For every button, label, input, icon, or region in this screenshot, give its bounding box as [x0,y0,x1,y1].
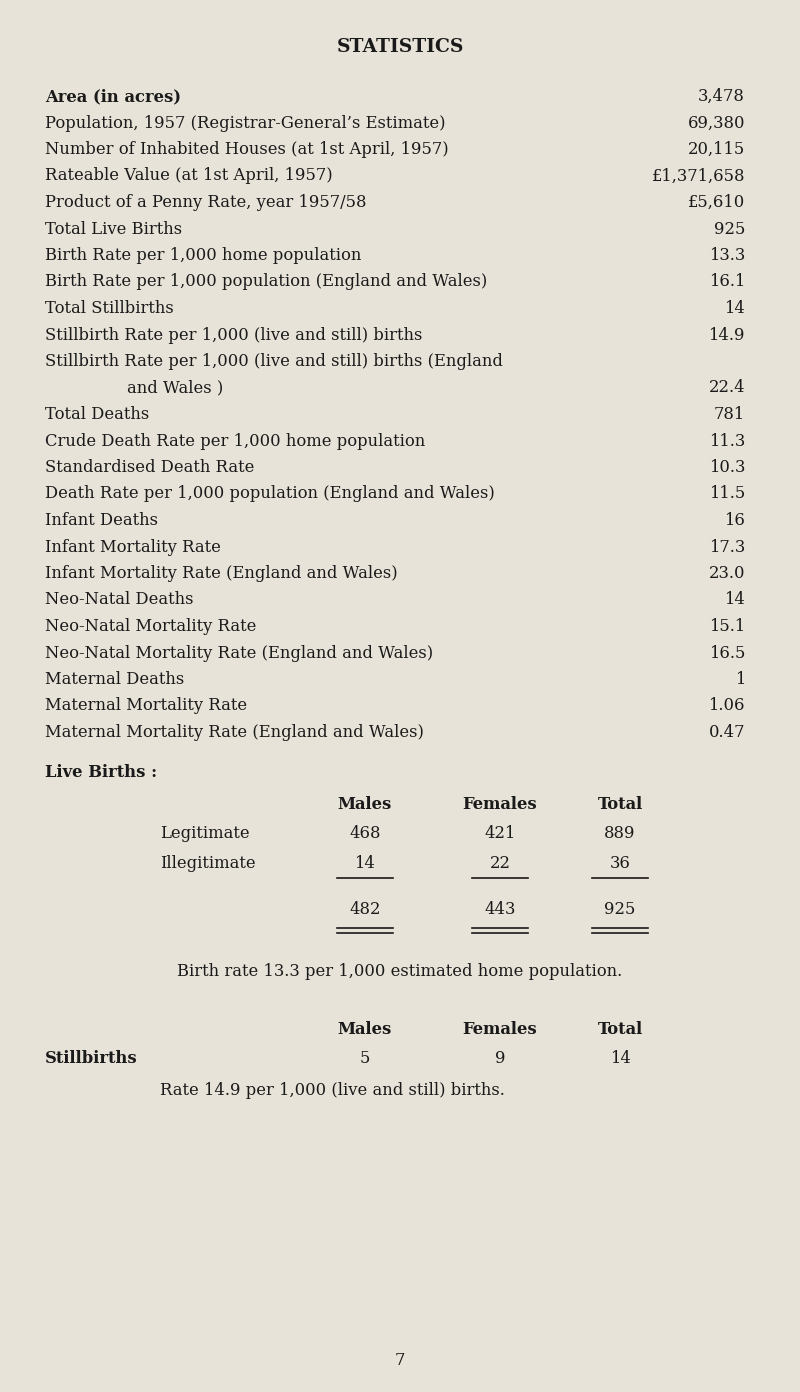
Text: Birth rate 13.3 per 1,000 estimated home population.: Birth rate 13.3 per 1,000 estimated home… [178,963,622,980]
Text: Neo-Natal Deaths: Neo-Natal Deaths [45,592,194,608]
Text: 1: 1 [734,671,745,688]
Text: 17.3: 17.3 [709,539,745,555]
Text: Crude Death Rate per 1,000 home population: Crude Death Rate per 1,000 home populati… [45,433,426,450]
Text: Males: Males [338,1022,392,1038]
Text: 11.5: 11.5 [709,486,745,503]
Text: Stillbirth Rate per 1,000 (live and still) births (England: Stillbirth Rate per 1,000 (live and stil… [45,354,503,370]
Text: 11.3: 11.3 [709,433,745,450]
Text: 14: 14 [724,301,745,317]
Text: 15.1: 15.1 [709,618,745,635]
Text: 781: 781 [714,406,745,423]
Text: Females: Females [462,796,538,813]
Text: 22: 22 [490,855,510,873]
Text: Death Rate per 1,000 population (England and Wales): Death Rate per 1,000 population (England… [45,486,494,503]
Text: 468: 468 [350,824,381,842]
Text: £1,371,658: £1,371,658 [651,167,745,185]
Text: Total Deaths: Total Deaths [45,406,150,423]
Text: Infant Mortality Rate (England and Wales): Infant Mortality Rate (England and Wales… [45,565,398,582]
Text: Stillbirth Rate per 1,000 (live and still) births: Stillbirth Rate per 1,000 (live and stil… [45,327,422,344]
Text: Rate 14.9 per 1,000 (live and still) births.: Rate 14.9 per 1,000 (live and still) bir… [160,1082,505,1100]
Text: 14: 14 [610,1051,630,1068]
Text: 14.9: 14.9 [709,327,745,344]
Text: 3,478: 3,478 [698,88,745,104]
Text: 23.0: 23.0 [709,565,745,582]
Text: Product of a Penny Rate, year 1957/58: Product of a Penny Rate, year 1957/58 [45,193,366,212]
Text: 36: 36 [610,855,630,873]
Text: Population, 1957 (Registrar-General’s Estimate): Population, 1957 (Registrar-General’s Es… [45,114,446,131]
Text: Total: Total [598,1022,642,1038]
Text: 13.3: 13.3 [709,246,745,264]
Text: 482: 482 [350,901,381,917]
Text: Total Stillbirths: Total Stillbirths [45,301,174,317]
Text: 925: 925 [604,901,636,917]
Text: Standardised Death Rate: Standardised Death Rate [45,459,254,476]
Text: Infant Deaths: Infant Deaths [45,512,158,529]
Text: Number of Inhabited Houses (at 1st April, 1957): Number of Inhabited Houses (at 1st April… [45,141,449,159]
Text: Rateable Value (at 1st April, 1957): Rateable Value (at 1st April, 1957) [45,167,333,185]
Text: Total Live Births: Total Live Births [45,220,182,238]
Text: 443: 443 [484,901,516,917]
Text: 889: 889 [604,824,636,842]
Text: 14: 14 [724,592,745,608]
Text: 20,115: 20,115 [688,141,745,159]
Text: STATISTICS: STATISTICS [336,38,464,56]
Text: 0.47: 0.47 [709,724,745,741]
Text: Maternal Mortality Rate (England and Wales): Maternal Mortality Rate (England and Wal… [45,724,424,741]
Text: 421: 421 [484,824,516,842]
Text: Area (in acres): Area (in acres) [45,88,181,104]
Text: Illegitimate: Illegitimate [160,855,256,873]
Text: 5: 5 [360,1051,370,1068]
Text: Males: Males [338,796,392,813]
Text: Neo-Natal Mortality Rate (England and Wales): Neo-Natal Mortality Rate (England and Wa… [45,644,433,661]
Text: 925: 925 [714,220,745,238]
Text: Total: Total [598,796,642,813]
Text: 1.06: 1.06 [709,697,745,714]
Text: 69,380: 69,380 [687,114,745,131]
Text: Maternal Deaths: Maternal Deaths [45,671,184,688]
Text: 16: 16 [724,512,745,529]
Text: Neo-Natal Mortality Rate: Neo-Natal Mortality Rate [45,618,256,635]
Text: 14: 14 [354,855,375,873]
Text: and Wales ): and Wales ) [85,380,223,397]
Text: Females: Females [462,1022,538,1038]
Text: £5,610: £5,610 [688,193,745,212]
Text: 22.4: 22.4 [708,380,745,397]
Text: Maternal Mortality Rate: Maternal Mortality Rate [45,697,247,714]
Text: 16.5: 16.5 [709,644,745,661]
Text: Birth Rate per 1,000 home population: Birth Rate per 1,000 home population [45,246,362,264]
Text: Infant Mortality Rate: Infant Mortality Rate [45,539,221,555]
Text: 9: 9 [494,1051,506,1068]
Text: Stillbirths: Stillbirths [45,1051,138,1068]
Text: 7: 7 [395,1352,405,1368]
Text: 16.1: 16.1 [709,273,745,291]
Text: Live Births :: Live Births : [45,764,157,781]
Text: 10.3: 10.3 [709,459,745,476]
Text: Birth Rate per 1,000 population (England and Wales): Birth Rate per 1,000 population (England… [45,273,487,291]
Text: Legitimate: Legitimate [160,824,250,842]
